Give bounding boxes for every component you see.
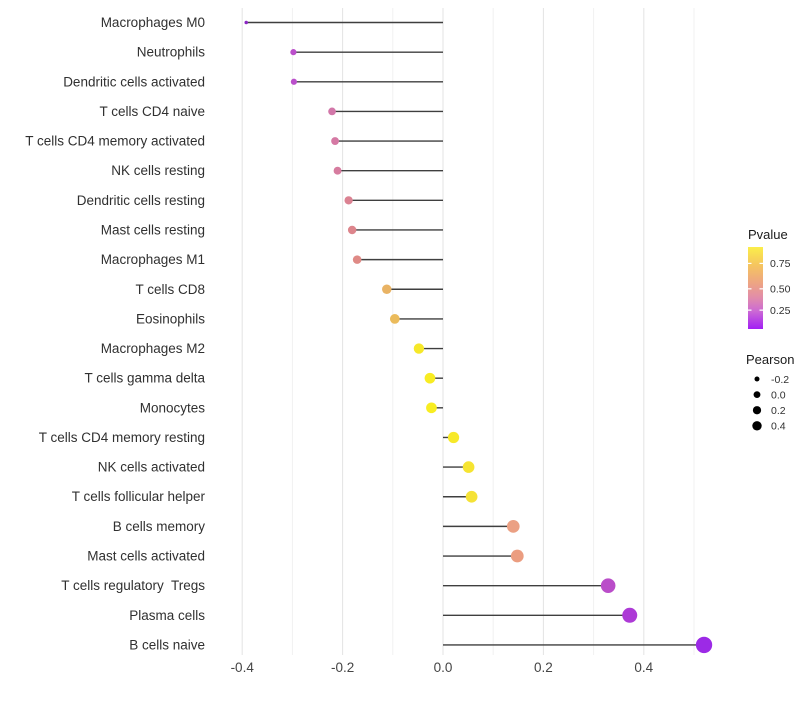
data-point (352, 255, 362, 264)
data-point (506, 520, 520, 533)
x-tick-label: 0.0 (434, 660, 453, 675)
y-axis-label: NK cells activated (98, 460, 205, 475)
y-axis-label: Mast cells resting (101, 222, 205, 237)
data-point (600, 578, 616, 593)
data-point (328, 107, 336, 116)
y-axis-label: Dendritic cells activated (63, 74, 205, 89)
data-point (622, 607, 638, 623)
data-point (465, 490, 478, 503)
pearson-legend-label: 0.4 (771, 421, 786, 433)
y-axis-label: T cells CD4 naive (99, 104, 205, 119)
data-point (462, 461, 475, 473)
x-tick-label: 0.2 (534, 660, 553, 675)
pearson-legend-dot (752, 421, 762, 431)
pvalue-tick-label: 0.25 (770, 305, 791, 317)
pearson-legend-label: 0.2 (771, 405, 786, 417)
x-tick-label: -0.4 (231, 660, 255, 675)
data-point (244, 20, 248, 25)
pvalue-legend-title: Pvalue (748, 227, 788, 242)
y-axis-label: T cells CD4 memory activated (25, 134, 205, 149)
y-axis-label: B cells memory (113, 519, 206, 534)
pearson-legend-label: -0.2 (771, 374, 789, 386)
stem-lines (246, 21, 705, 646)
data-point (331, 137, 339, 145)
data-point (695, 636, 713, 654)
pearson-legend-dot (753, 391, 761, 399)
pvalue-tick-label: 0.50 (770, 284, 791, 296)
data-point (290, 78, 298, 85)
y-axis-label: NK cells resting (111, 163, 205, 178)
pearson-legend-label: 0.0 (771, 389, 786, 401)
data-point (413, 343, 425, 354)
y-axis-label: Neutrophils (137, 45, 206, 60)
y-axis-label: B cells naive (129, 637, 205, 652)
y-axis-labels: Macrophages M0 Neutrophils Dendritic cells… (25, 15, 205, 652)
data-point (426, 402, 437, 414)
y-axis-label: T cells CD4 memory resting (39, 430, 205, 445)
data-point (333, 166, 342, 175)
data-point (382, 284, 392, 295)
y-axis-label: T cells follicular helper (72, 489, 206, 504)
pearson-legend-title: Pearson (746, 352, 794, 367)
gridlines-minor (291, 8, 695, 655)
x-axis-tick-labels: -0.4 -0.2 0.0 0.2 0.4 (231, 660, 654, 675)
pearson-legend-dot (752, 406, 762, 415)
y-axis-label: Macrophages M2 (101, 341, 205, 356)
y-axis-label: T cells regulatory Tregs (61, 578, 205, 593)
x-tick-label: 0.4 (634, 660, 653, 675)
data-point (447, 431, 460, 444)
gridlines-major (241, 8, 645, 655)
y-axis-label: Dendritic cells resting (77, 193, 205, 208)
pearson-size-legend: -0.2 0.0 0.2 0.4 (752, 374, 789, 433)
y-axis-label: Macrophages M1 (101, 252, 205, 267)
data-point (347, 225, 357, 235)
data-point (389, 314, 400, 324)
y-axis-label: Mast cells activated (87, 549, 205, 564)
data-points (244, 20, 713, 654)
pvalue-colorbar-ticks: 0.75 0.50 0.25 (748, 258, 791, 317)
pearson-legend-dot (754, 376, 760, 382)
y-axis-label: Plasma cells (129, 608, 205, 623)
legend-panel: Pvalue 0.75 0.50 0.25 Pearson -0.2 0.0 0.2 0.… (746, 227, 794, 433)
y-axis-label: Macrophages M0 (101, 15, 205, 30)
y-axis-label: T cells gamma delta (84, 371, 205, 386)
x-tick-label: -0.2 (331, 660, 354, 675)
data-point (344, 196, 353, 205)
y-axis-label: T cells CD8 (135, 282, 205, 297)
pvalue-tick-label: 0.75 (770, 258, 791, 270)
data-point (424, 372, 436, 384)
y-axis-label: Monocytes (140, 400, 206, 415)
y-axis-label: Eosinophils (136, 311, 205, 326)
pvalue-colorbar (748, 247, 763, 329)
data-point (510, 549, 524, 563)
data-point (290, 49, 297, 56)
